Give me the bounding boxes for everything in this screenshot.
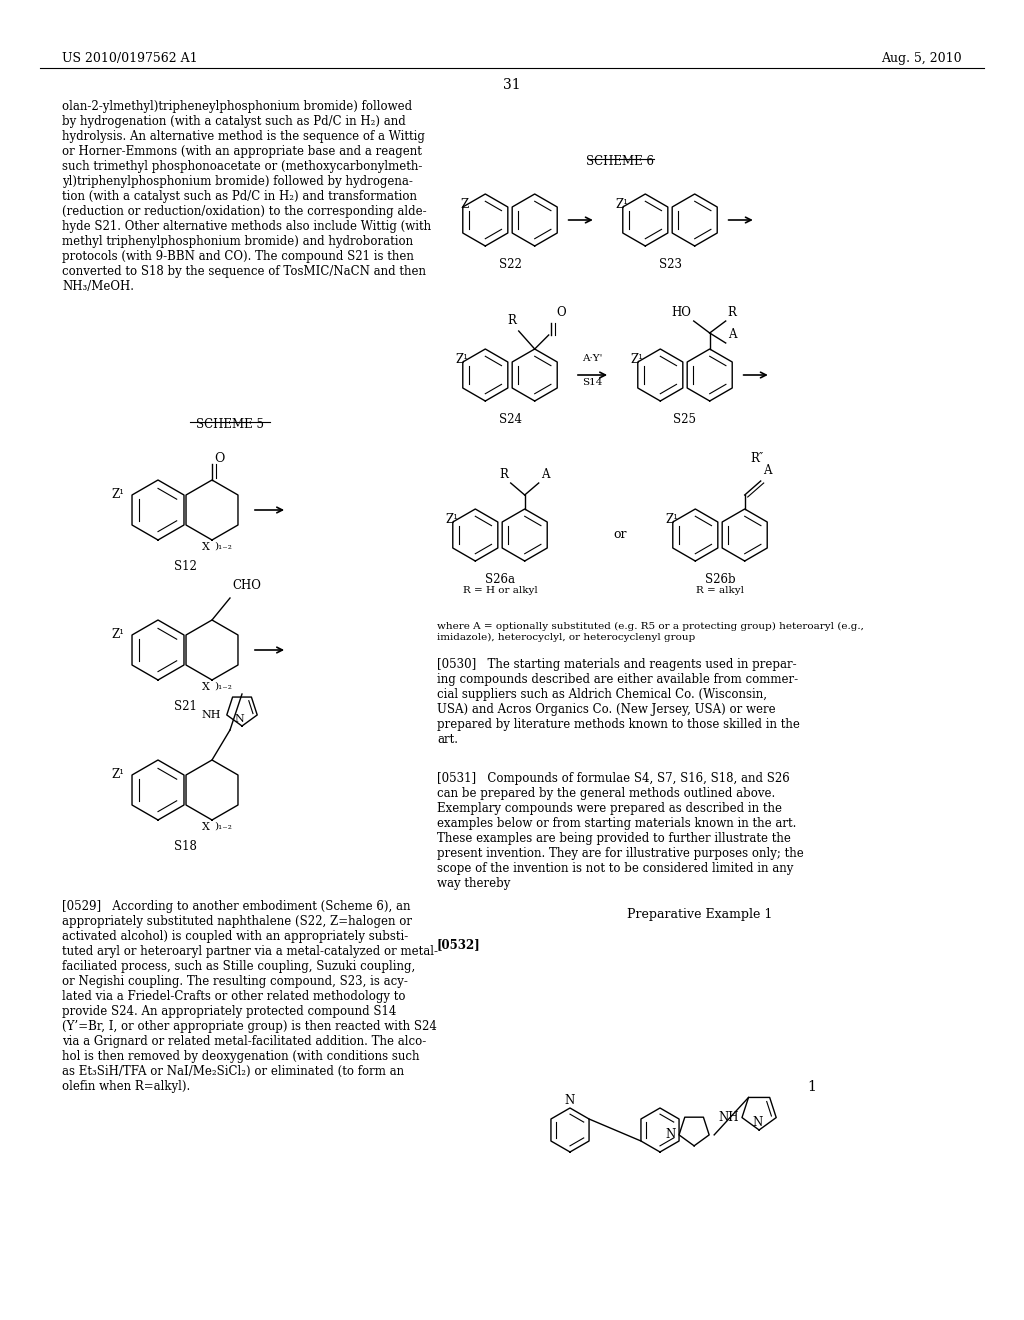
Text: N: N bbox=[666, 1129, 676, 1142]
Text: NH: NH bbox=[202, 710, 221, 719]
Text: X: X bbox=[202, 682, 210, 692]
Text: 31: 31 bbox=[503, 78, 521, 92]
Text: where A = optionally substituted (e.g. R5 or a protecting group) heteroaryl (e.g: where A = optionally substituted (e.g. R… bbox=[437, 622, 864, 642]
Text: S23: S23 bbox=[658, 257, 682, 271]
Text: Z¹: Z¹ bbox=[111, 768, 124, 781]
Text: Z¹: Z¹ bbox=[631, 352, 643, 366]
Text: R = alkyl: R = alkyl bbox=[696, 586, 744, 595]
Text: Aug. 5, 2010: Aug. 5, 2010 bbox=[882, 51, 962, 65]
Text: 1: 1 bbox=[807, 1080, 816, 1094]
Text: R = H or alkyl: R = H or alkyl bbox=[463, 586, 538, 595]
Text: Z¹: Z¹ bbox=[666, 513, 678, 525]
Text: S14: S14 bbox=[582, 378, 602, 387]
Text: N: N bbox=[565, 1094, 575, 1107]
Text: S25: S25 bbox=[674, 413, 696, 426]
Text: Z¹: Z¹ bbox=[456, 352, 468, 366]
Text: A·Y': A·Y' bbox=[582, 354, 602, 363]
Text: US 2010/0197562 A1: US 2010/0197562 A1 bbox=[62, 51, 198, 65]
Text: N: N bbox=[752, 1115, 762, 1129]
Text: SCHEME 5: SCHEME 5 bbox=[196, 418, 264, 432]
Text: Z: Z bbox=[460, 198, 468, 211]
Text: Z¹: Z¹ bbox=[111, 488, 124, 502]
Text: S26a: S26a bbox=[485, 573, 515, 586]
Text: X: X bbox=[202, 822, 210, 832]
Text: S22: S22 bbox=[499, 257, 521, 271]
Text: R: R bbox=[500, 469, 509, 480]
Text: S26b: S26b bbox=[705, 573, 735, 586]
Text: NH: NH bbox=[719, 1111, 739, 1125]
Text: S24: S24 bbox=[499, 413, 521, 426]
Text: or: or bbox=[613, 528, 627, 541]
Text: )₁₋₂: )₁₋₂ bbox=[214, 682, 231, 690]
Text: SCHEME 6: SCHEME 6 bbox=[586, 154, 654, 168]
Text: A: A bbox=[728, 327, 736, 341]
Text: Preparative Example 1: Preparative Example 1 bbox=[628, 908, 773, 921]
Text: S18: S18 bbox=[173, 840, 197, 853]
Text: R: R bbox=[508, 314, 517, 327]
Text: A: A bbox=[763, 465, 771, 477]
Text: N: N bbox=[234, 714, 244, 723]
Text: )₁₋₂: )₁₋₂ bbox=[214, 543, 231, 550]
Text: CHO: CHO bbox=[232, 579, 261, 591]
Text: [0529]   According to another embodiment (Scheme 6), an
appropriately substitute: [0529] According to another embodiment (… bbox=[62, 900, 438, 1093]
Text: O: O bbox=[557, 306, 566, 319]
Text: R: R bbox=[728, 306, 736, 319]
Text: O: O bbox=[214, 451, 224, 465]
Text: A: A bbox=[541, 469, 549, 480]
Text: Z¹: Z¹ bbox=[445, 513, 459, 525]
Text: HO: HO bbox=[672, 306, 691, 319]
Text: S12: S12 bbox=[173, 560, 197, 573]
Text: olan-2-ylmethyl)tripheneylphosphonium bromide) followed
by hydrogenation (with a: olan-2-ylmethyl)tripheneylphosphonium br… bbox=[62, 100, 431, 293]
Text: Z¹: Z¹ bbox=[615, 198, 629, 211]
Text: S21: S21 bbox=[173, 700, 197, 713]
Text: [0530]   The starting materials and reagents used in prepar-
ing compounds descr: [0530] The starting materials and reagen… bbox=[437, 657, 800, 746]
Text: R″: R″ bbox=[751, 451, 764, 465]
Text: [0531]   Compounds of formulae S4, S7, S16, S18, and S26
can be prepared by the : [0531] Compounds of formulae S4, S7, S16… bbox=[437, 772, 804, 890]
Text: [0532]: [0532] bbox=[437, 939, 480, 950]
Text: X: X bbox=[202, 543, 210, 552]
Text: )₁₋₂: )₁₋₂ bbox=[214, 822, 231, 832]
Text: Z¹: Z¹ bbox=[111, 628, 124, 642]
